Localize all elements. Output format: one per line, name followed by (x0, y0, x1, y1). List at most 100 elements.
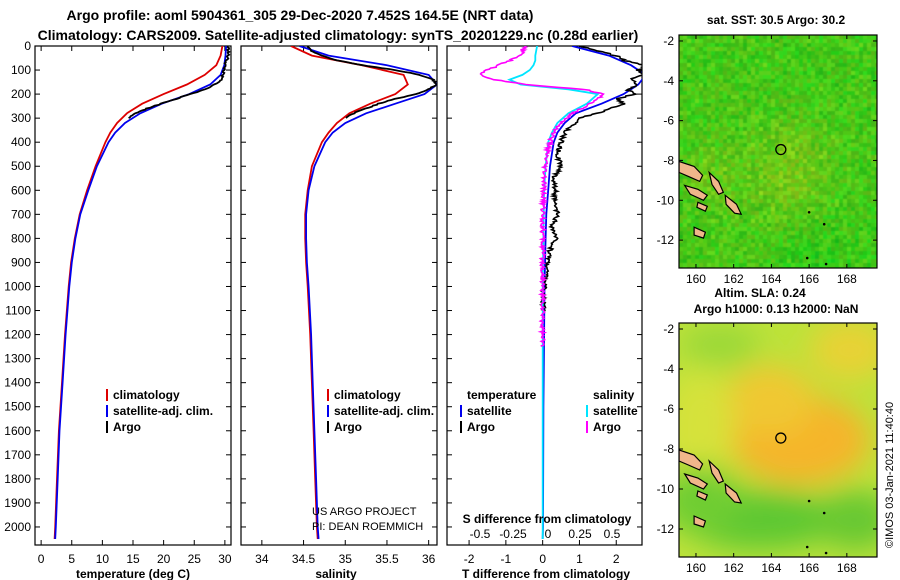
x-tick-label: 0 (539, 552, 546, 566)
island-shape (696, 201, 709, 213)
depth-tick-label: 1300 (4, 352, 31, 366)
island-shape (679, 160, 704, 183)
island-shape (696, 490, 709, 501)
difference-legend: temperature satellite Argo salinity sate… (460, 388, 638, 434)
legend-satellite-label: satellite-adj. clim. (113, 404, 213, 418)
t-difference-axis-label: T difference from climatology (462, 567, 630, 580)
sst-map: sat. SST: 30.5 Argo: 30.2 160 162 164 166 16… (657, 13, 878, 286)
legend-climatology-label: climatology (113, 388, 180, 402)
x-tick-label: -2 (464, 552, 475, 566)
island-outlines (679, 449, 828, 555)
legend-satellite-label: satellite-adj. clim. (334, 404, 434, 418)
lat-tick-label: -8 (663, 442, 674, 456)
legend-climatology-label: climatology (334, 388, 401, 402)
lon-tick-label: 166 (799, 272, 819, 286)
depth-tick-label: 400 (11, 135, 31, 149)
depth-tick-label: 1000 (4, 279, 31, 293)
lon-tick-label: 162 (724, 561, 744, 575)
x-tick-label: 34 (255, 552, 269, 566)
sst-field (679, 35, 877, 268)
x-tick-label: 1 (576, 552, 583, 566)
lon-tick-label: 166 (799, 561, 819, 575)
sla-map-frame (678, 322, 878, 558)
lon-tick-label: 168 (837, 272, 857, 286)
depth-tick-label: 1100 (5, 304, 31, 318)
x-tick-label: 20 (157, 552, 171, 566)
depth-tick-label: 0 (24, 39, 31, 53)
profile-line-climatology (53, 46, 224, 540)
depth-tick-label: 800 (11, 231, 31, 245)
sla-map-title-line2: Argo h1000: 0.13 h2000: NaN (694, 302, 859, 316)
lat-tick-label: -2 (663, 322, 674, 336)
sla-map: Altim. SLA: 0.24 Argo h1000: 0.13 h2000:… (657, 286, 878, 575)
profile-line-s-argo (479, 46, 605, 347)
lon-tick-label: 168 (837, 561, 857, 575)
project-credit-line1: US ARGO PROJECT (312, 506, 417, 518)
island-shape (693, 226, 707, 239)
profile-line-t-argo (538, 46, 642, 312)
legend-t-satellite-label: satellite (467, 404, 512, 418)
sst-map-frame (678, 34, 878, 269)
salinity-legend: climatology satellite-adj. clim. Argo (327, 388, 434, 434)
islet (824, 551, 828, 555)
depth-tick-label: 1400 (4, 376, 31, 390)
legend-s-satellite-label: satellite (593, 404, 638, 418)
depth-tick-label: 1500 (4, 400, 31, 414)
figure-title-line2: Climatology: CARS2009. Satellite-adjuste… (38, 27, 639, 43)
imos-credit: ©IMOS 03-Jan-2021 11:40:40 (884, 402, 896, 548)
x-tick-label: 2 (613, 552, 620, 566)
legend-temperature-title: temperature (467, 388, 537, 402)
sla-map-axes: 160 162 164 166 168 -2 -4 -6 -8 -10 -12 (657, 322, 877, 575)
difference-depth-ticks (447, 45, 642, 528)
lon-tick-label: 160 (686, 272, 706, 286)
s-tick-label: 0 (545, 527, 552, 541)
x-tick-label: 0 (38, 552, 45, 566)
profile-line-argo (128, 46, 231, 119)
x-tick-label: -1 (501, 552, 512, 566)
salinity-plot-frame (240, 45, 438, 546)
difference-plot-frame (446, 45, 643, 546)
islet (805, 256, 809, 260)
island-shape (693, 515, 707, 528)
lon-tick-label: 164 (761, 272, 781, 286)
profile-line-s-satellite (507, 46, 600, 539)
legend-salinity-title: salinity (593, 388, 635, 402)
legend-t-argo-label: Argo (467, 420, 495, 434)
x-tick-label: 15 (126, 552, 140, 566)
salinity-profiles (290, 46, 437, 540)
islet (822, 222, 826, 226)
salinity-axis-label: salinity (315, 567, 357, 580)
lat-tick-label: -6 (663, 114, 674, 128)
island-outlines (679, 160, 828, 266)
sst-map-title: sat. SST: 30.5 Argo: 30.2 (707, 13, 846, 27)
depth-axis: 0 100 200 300 400 500 600 700 800 900 1000 1100 1200… (4, 39, 231, 534)
lon-tick-label: 160 (686, 561, 706, 575)
x-tick-label: 35.5 (375, 552, 399, 566)
s-tick-label: 0.5 (604, 527, 621, 541)
figure-title-line1: Argo profile: aoml 5904361_305 29-Dec-20… (67, 7, 534, 23)
lat-tick-label: -12 (657, 233, 675, 247)
x-tick-label: 5 (68, 552, 75, 566)
s-difference-axis-label: S difference from climatology (463, 512, 632, 526)
legend-argo-label: Argo (113, 420, 141, 434)
island-shape (683, 472, 709, 490)
sla-map-title-line1: Altim. SLA: 0.24 (714, 286, 806, 300)
temperature-legend: climatology satellite-adj. clim. Argo (106, 388, 213, 434)
islet (805, 545, 809, 549)
legend-s-argo-label: Argo (593, 420, 621, 434)
depth-tick-label: 100 (11, 63, 31, 77)
difference-panel: -2 -1 0 1 2 T difference from climatology S … (446, 45, 643, 580)
islet (822, 511, 826, 515)
profile-line-argo (306, 46, 437, 119)
sla-field (679, 323, 877, 550)
lat-tick-label: -4 (663, 362, 674, 376)
project-credit-line2: PI: DEAN ROEMMICH (312, 521, 423, 533)
depth-tick-label: 700 (11, 207, 31, 221)
islet (807, 499, 811, 503)
depth-tick-label: 500 (11, 159, 31, 173)
lat-tick-label: -4 (663, 74, 674, 88)
x-tick-label: 30 (218, 552, 232, 566)
lat-tick-label: -10 (657, 193, 675, 207)
depth-tick-label: 300 (11, 111, 31, 125)
